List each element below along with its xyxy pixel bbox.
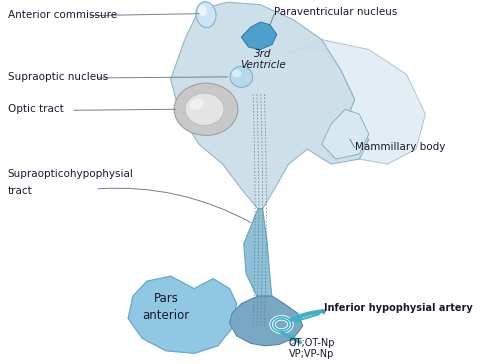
Text: Optic tract: Optic tract [8, 104, 64, 114]
Ellipse shape [232, 70, 241, 78]
Polygon shape [170, 2, 369, 209]
Text: Mammillary body: Mammillary body [354, 142, 445, 152]
Polygon shape [284, 40, 426, 164]
Text: Supraopticohypophysial: Supraopticohypophysial [8, 169, 134, 179]
Ellipse shape [196, 2, 216, 28]
Ellipse shape [185, 93, 224, 126]
Polygon shape [242, 22, 277, 50]
Text: Anterior commissure: Anterior commissure [8, 9, 117, 20]
Polygon shape [244, 209, 272, 298]
Text: Inferior hypophysial artery: Inferior hypophysial artery [324, 302, 472, 313]
Text: 3rd
Ventricle: 3rd Ventricle [240, 49, 286, 70]
Ellipse shape [174, 83, 238, 135]
Text: OT;OT-Np
VP;VP-Np: OT;OT-Np VP;VP-Np [288, 337, 335, 359]
Text: Paraventricular nucleus: Paraventricular nucleus [274, 7, 398, 17]
Text: Pars: Pars [154, 292, 178, 305]
Ellipse shape [198, 5, 207, 16]
Polygon shape [230, 296, 302, 346]
Text: Supraoptic nucleus: Supraoptic nucleus [8, 72, 108, 82]
Polygon shape [322, 109, 369, 159]
Text: tract: tract [8, 186, 32, 197]
Ellipse shape [230, 67, 252, 87]
Ellipse shape [190, 99, 203, 110]
Polygon shape [128, 276, 236, 353]
Text: anterior: anterior [142, 309, 190, 323]
